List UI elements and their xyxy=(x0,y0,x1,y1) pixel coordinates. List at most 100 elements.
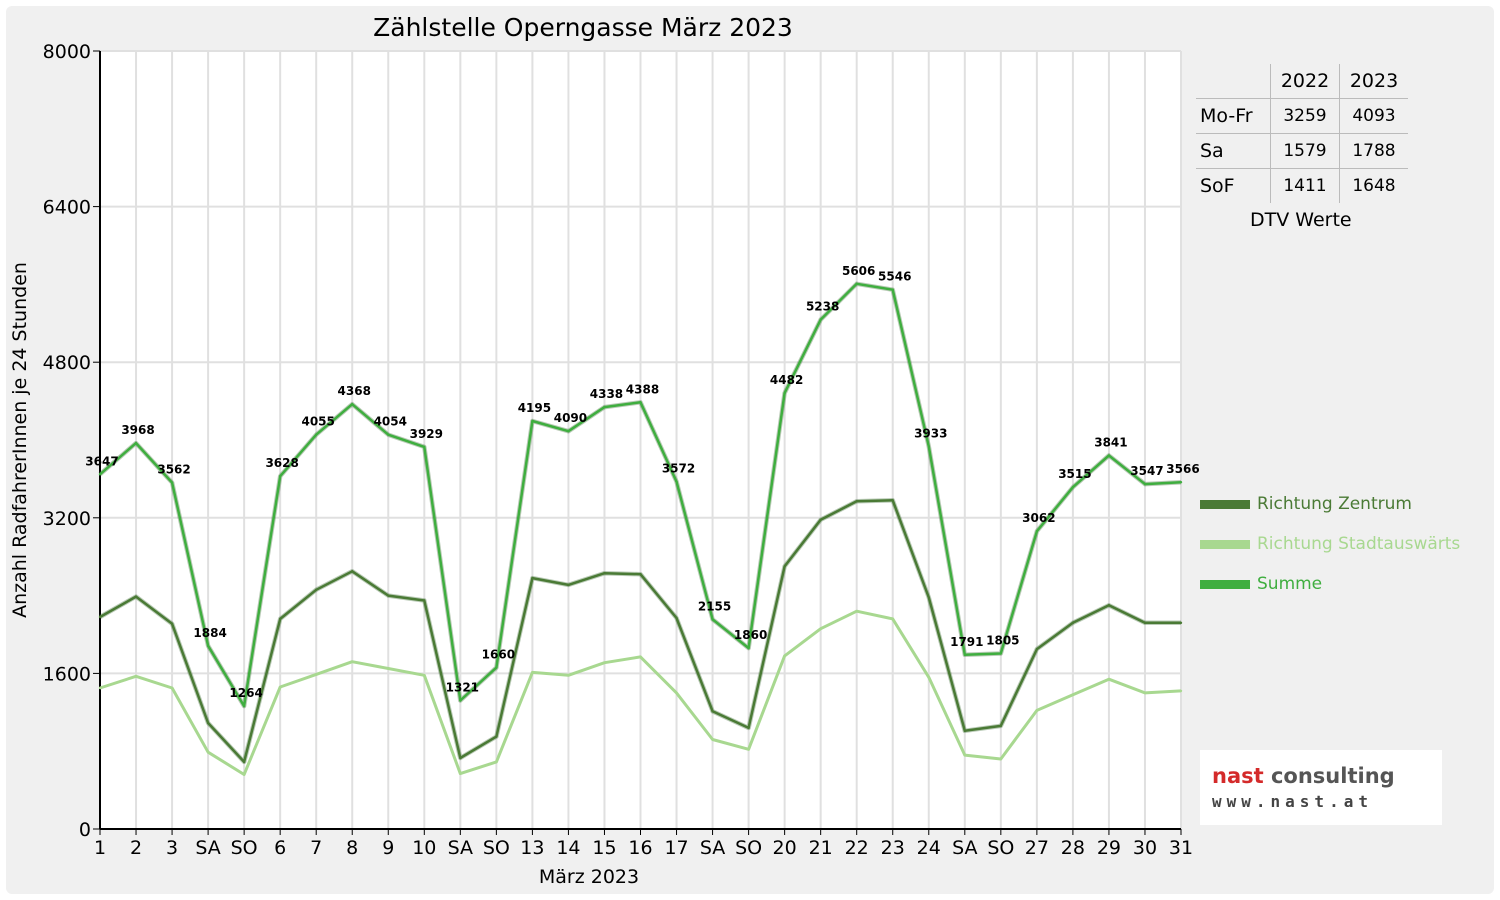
y-tick-label: 1600 xyxy=(43,663,91,685)
data-point xyxy=(567,583,570,587)
data-label: 2155 xyxy=(698,599,731,613)
data-point xyxy=(783,391,786,395)
dtv-header-2023: 2023 xyxy=(1339,64,1408,99)
data-point xyxy=(783,654,786,658)
data-point xyxy=(675,691,678,695)
data-point xyxy=(459,756,462,760)
data-label: 1860 xyxy=(734,628,767,642)
legend-swatch xyxy=(1200,580,1250,589)
data-point xyxy=(999,757,1003,761)
x-tick-label: SO xyxy=(987,837,1014,859)
data-point xyxy=(206,750,210,754)
data-point xyxy=(98,686,102,690)
series-lines xyxy=(98,281,1183,776)
data-label: 1791 xyxy=(950,635,983,649)
legend-label: Richtung Stadtauswärts xyxy=(1257,534,1461,554)
data-point xyxy=(278,474,282,478)
x-tick-label: 2 xyxy=(130,837,142,859)
data-label: 4195 xyxy=(518,401,551,415)
data-point xyxy=(495,666,498,669)
x-tick-label: 29 xyxy=(1097,837,1121,859)
data-point xyxy=(927,676,930,679)
data-point xyxy=(278,685,282,689)
dtv-value-2022: 3259 xyxy=(1270,98,1340,134)
data-point xyxy=(134,441,138,445)
x-tick-label: SO xyxy=(483,837,510,859)
data-point xyxy=(495,760,498,764)
data-point xyxy=(134,675,138,678)
y-tick-label: 0 xyxy=(79,819,91,841)
data-point xyxy=(603,661,606,664)
data-point xyxy=(242,760,246,764)
data-point xyxy=(963,729,966,732)
data-point xyxy=(387,667,390,670)
data-point xyxy=(134,595,138,598)
data-label: 4054 xyxy=(374,415,407,429)
x-tick-label: 6 xyxy=(274,837,286,859)
data-label: 5238 xyxy=(806,300,839,314)
data-point xyxy=(315,433,318,436)
y-axis-label: Anzahl RadfahrerInnen je 24 Stunden xyxy=(9,262,31,618)
data-label: 4368 xyxy=(338,384,371,398)
logo-name-part2: consulting xyxy=(1263,764,1395,788)
dtv-row-label: SoF xyxy=(1200,175,1235,197)
data-point xyxy=(819,518,822,521)
data-point xyxy=(315,588,318,591)
data-point xyxy=(351,570,354,573)
dtv-row-sof: SoF 1411 1648 xyxy=(1196,168,1408,203)
x-tick-label: 16 xyxy=(628,837,652,859)
dtv-value-2022: 1411 xyxy=(1270,168,1340,203)
data-label: 1321 xyxy=(446,681,479,695)
x-tick-label: 24 xyxy=(917,837,941,859)
x-tick-label: 8 xyxy=(346,837,358,859)
x-tick-label: 30 xyxy=(1133,837,1157,859)
x-tick-label: SA xyxy=(952,837,977,859)
data-point xyxy=(639,655,642,659)
data-point xyxy=(315,673,318,676)
data-label: 3929 xyxy=(410,427,443,441)
data-point xyxy=(999,724,1003,728)
logo-url: www.nast.at xyxy=(1212,792,1373,811)
x-tick-label: 20 xyxy=(773,837,797,859)
data-label: 4388 xyxy=(626,382,659,396)
data-point xyxy=(927,596,930,599)
legend-label: Richtung Zentrum xyxy=(1257,494,1412,514)
x-tick-label: 21 xyxy=(809,837,833,859)
data-point xyxy=(1035,530,1039,533)
data-label: 1884 xyxy=(193,626,226,640)
data-label: 3566 xyxy=(1166,462,1199,476)
dtv-row-sa: Sa 1579 1788 xyxy=(1196,133,1408,169)
data-label: 1805 xyxy=(986,633,1019,647)
data-point xyxy=(1179,689,1183,693)
data-point xyxy=(459,699,462,702)
data-label: 4055 xyxy=(301,415,334,429)
data-label: 4338 xyxy=(590,387,623,401)
data-point xyxy=(459,772,462,775)
dtv-header-blank xyxy=(1196,64,1271,99)
data-point xyxy=(567,674,570,677)
data-point xyxy=(531,419,534,423)
dtv-row-label: Sa xyxy=(1196,133,1271,169)
data-label: 4090 xyxy=(554,411,587,425)
data-label: 3628 xyxy=(265,456,298,470)
data-point xyxy=(495,735,498,738)
dtv-value-2022: 1579 xyxy=(1270,133,1340,169)
data-point xyxy=(747,748,750,751)
dtv-caption: DTV Werte xyxy=(1250,209,1352,231)
data-labels: 3647 3968 3562 1884 1264 3628 4055 4368 40543929… xyxy=(85,264,1199,700)
dtv-header-row: 2022 2023 xyxy=(1196,64,1408,99)
data-point xyxy=(170,481,174,484)
data-label: 3841 xyxy=(1094,435,1127,449)
x-tick-label: 15 xyxy=(592,837,616,859)
data-point xyxy=(963,653,966,657)
data-point xyxy=(387,594,390,597)
data-point xyxy=(747,726,750,730)
company-logo: nast consulting www.nast.at xyxy=(1200,750,1442,825)
x-tick-label: 1 xyxy=(94,837,106,859)
data-point xyxy=(639,401,642,404)
data-label: 4482 xyxy=(770,373,803,387)
dtv-table: 2022 2023 Mo-Fr 3259 4093 Sa 1579 1788 S… xyxy=(1196,64,1408,203)
data-point xyxy=(711,618,714,621)
data-point xyxy=(639,573,642,576)
